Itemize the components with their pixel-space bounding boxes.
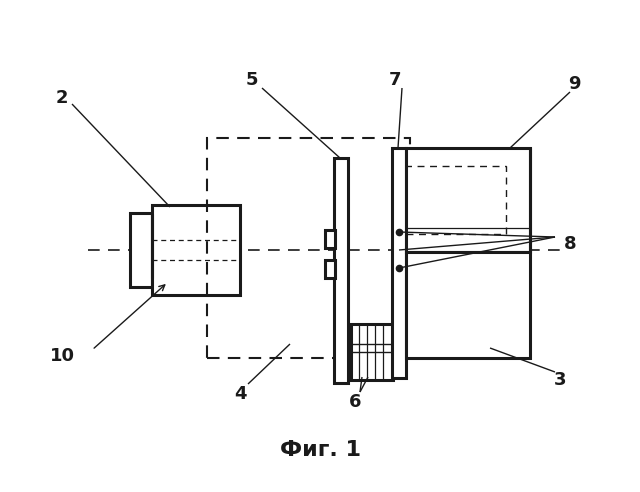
Bar	[351, 324, 393, 380]
Bar	[207, 138, 410, 358]
Bar	[325, 260, 335, 278]
Text: 2: 2	[56, 89, 68, 107]
Bar	[325, 230, 335, 248]
Text: 9: 9	[568, 75, 580, 93]
Bar	[406, 148, 530, 252]
Text: Фиг. 1: Фиг. 1	[280, 440, 360, 460]
Text: 3: 3	[554, 371, 566, 389]
Bar	[406, 252, 530, 358]
Bar	[406, 166, 506, 234]
Bar	[152, 205, 240, 295]
Text: 8: 8	[564, 235, 576, 253]
Bar	[130, 213, 152, 287]
Text: 5: 5	[246, 71, 259, 89]
Bar	[392, 148, 406, 378]
Text: 6: 6	[349, 393, 361, 411]
Text: 4: 4	[234, 385, 246, 403]
Text: 10: 10	[49, 347, 74, 365]
Bar	[334, 158, 348, 383]
Text: 7: 7	[388, 71, 401, 89]
